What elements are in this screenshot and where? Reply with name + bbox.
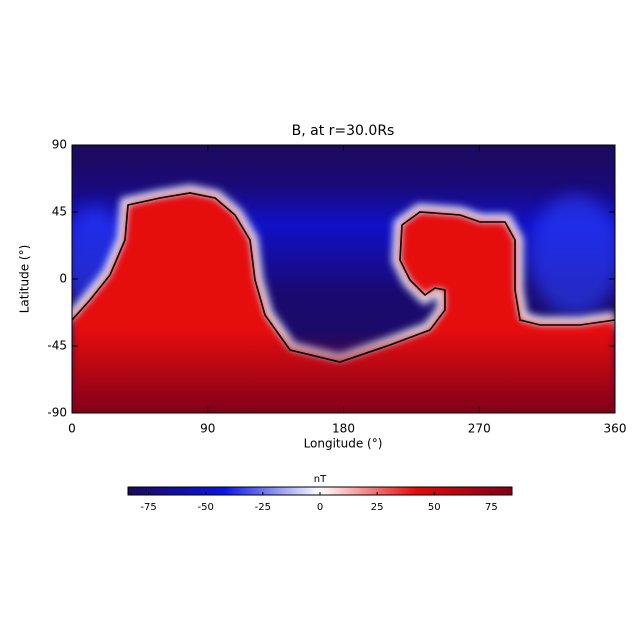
x-tick-label: 360 bbox=[604, 422, 627, 436]
y-tick-label: 45 bbox=[52, 205, 67, 219]
colorbar-tick-label: -50 bbox=[198, 502, 214, 513]
chart-title: B, at r=30.0Rs bbox=[292, 123, 395, 139]
y-axis-label: Latitude (°) bbox=[18, 245, 32, 314]
colorbar-tick-label: 50 bbox=[428, 502, 441, 513]
x-tick-label: 0 bbox=[68, 422, 76, 436]
y-tick-label: -45 bbox=[47, 339, 67, 353]
colorbar-tick-label: 75 bbox=[485, 502, 498, 513]
colorbar-tick-label: 0 bbox=[317, 502, 323, 513]
field-map bbox=[72, 145, 615, 413]
colorbar-tick-label: 25 bbox=[371, 502, 384, 513]
x-axis-label: Longitude (°) bbox=[304, 437, 383, 451]
zero-contour bbox=[72, 192, 615, 363]
y-tick-label: 0 bbox=[59, 272, 67, 286]
colorbar-label: nT bbox=[314, 474, 327, 485]
x-tick-label: 90 bbox=[200, 422, 215, 436]
y-tick-label: 90 bbox=[52, 138, 67, 152]
y-tick-label: -90 bbox=[47, 406, 67, 420]
x-tick-label: 180 bbox=[332, 422, 355, 436]
colorbar-tick-label: -25 bbox=[255, 502, 271, 513]
colorbar-tick-label: -75 bbox=[140, 502, 156, 513]
x-tick-label: 270 bbox=[468, 422, 491, 436]
